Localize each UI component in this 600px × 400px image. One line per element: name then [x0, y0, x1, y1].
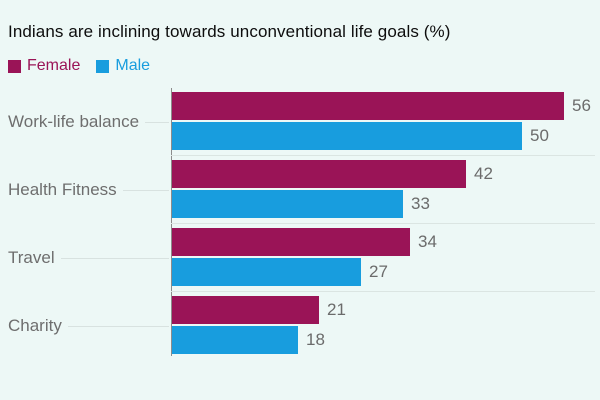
bar-female	[172, 92, 564, 120]
male-swatch-icon	[96, 59, 110, 73]
legend-item-male: Male	[96, 57, 150, 75]
female-swatch-icon	[8, 59, 21, 73]
y-axis-line	[171, 88, 172, 356]
legend-label-male: Male	[115, 57, 151, 74]
category-leader-line	[122, 189, 169, 191]
category-label-row: Travel	[8, 248, 169, 268]
category-label: Charity	[8, 316, 62, 335]
row-separator-line	[171, 155, 595, 156]
bar-female	[172, 296, 319, 324]
value-label: 34	[418, 232, 437, 251]
legend: Female Male	[8, 57, 150, 75]
bar-female	[172, 160, 466, 188]
legend-item-female: Female	[8, 57, 80, 75]
bar-male	[172, 326, 298, 354]
category-leader-line	[67, 325, 169, 327]
value-label: 56	[572, 96, 591, 115]
value-label: 21	[327, 300, 346, 319]
category-leader-line	[145, 121, 169, 123]
category-leader-line	[60, 257, 169, 259]
legend-label-female: Female	[27, 57, 81, 74]
category-label: Work-life balance	[8, 112, 140, 131]
bar-male	[172, 258, 361, 286]
category-label-row: Health Fitness	[8, 180, 169, 200]
value-label: 27	[369, 262, 388, 281]
value-label: 18	[306, 330, 325, 349]
row-separator-line	[171, 223, 595, 224]
category-label: Travel	[8, 248, 55, 267]
value-label: 42	[474, 164, 493, 183]
value-label: 33	[411, 194, 430, 213]
chart-title: Indians are inclining towards unconventi…	[8, 22, 451, 41]
bar-male	[172, 190, 403, 218]
value-label: 50	[530, 126, 549, 145]
category-label-row: Work-life balance	[8, 112, 169, 132]
category-label: Health Fitness	[8, 180, 117, 199]
category-label-row: Charity	[8, 316, 169, 336]
bar-female	[172, 228, 410, 256]
bar-male	[172, 122, 522, 150]
row-separator-line	[171, 291, 595, 292]
